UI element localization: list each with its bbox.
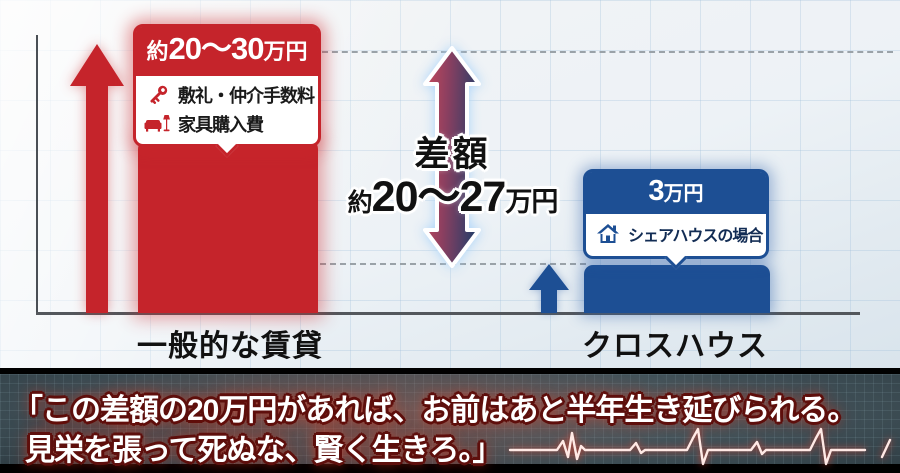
- caption-text-line1: 「この差額の20万円があれば、お前はあと半年生き延びられる。: [13, 394, 857, 427]
- caption-text-line2: 見栄を張って死ぬな、賢く生きろ。」: [25, 434, 502, 467]
- cost-number: 3: [648, 175, 664, 207]
- house-icon: [594, 223, 621, 245]
- difference-value: 約20〜27万円: [330, 174, 575, 230]
- cost-item-label: シェアハウスの場合: [628, 228, 763, 245]
- caption-banner: 「この差額の20万円があれば、お前はあと半年生き延びられる。 見栄を張って死ぬな…: [0, 368, 900, 473]
- bar-general-rental: [138, 140, 318, 313]
- cross-house-cost-items: シェアハウスの場合: [586, 214, 766, 256]
- general-rental-callout: 約20〜30万円: [133, 24, 321, 158]
- dotted-guideline-high: [322, 51, 893, 53]
- cost-number: 20〜30: [168, 31, 265, 66]
- bar-cross-house: [584, 265, 770, 313]
- category-label-cross-house: クロスハウス: [582, 330, 768, 363]
- cost-item-row: 敷礼・仲介手数料: [144, 80, 315, 109]
- x-axis: [36, 312, 860, 315]
- key-icon: [144, 83, 171, 107]
- category-label-general-rental: 一般的な賃貸: [137, 330, 323, 363]
- difference-title: 差額: [414, 135, 491, 174]
- cost-item-label: 敷礼・仲介手数料: [178, 85, 315, 106]
- cost-comparison-chart: 差額 約20〜27万円 約20〜30万円: [0, 0, 900, 369]
- general-rental-cost-items: 敷礼・仲介手数料: [136, 76, 318, 144]
- cross-house-cost-value: 3万円: [586, 172, 766, 214]
- difference-annotation: 差額 約20〜27万円: [330, 136, 575, 230]
- difference-double-arrow-icon: [423, 46, 481, 268]
- cost-item-row: 家具購入費: [144, 109, 310, 138]
- cost-item-label: 家具購入費: [178, 114, 264, 135]
- general-rental-cost-value: 約20〜30万円: [136, 27, 318, 76]
- sofa-lamp-icon: [144, 113, 171, 134]
- difference-value-number: 20〜27: [371, 173, 507, 221]
- difference-value-prefix: 約: [347, 189, 373, 217]
- blue-up-arrow-icon: [529, 264, 569, 313]
- cross-house-callout: 3万円 シェアハウスの場合: [583, 169, 769, 270]
- caption-background: 「この差額の20万円があれば、お前はあと半年生き延びられる。 見栄を張って死ぬな…: [0, 374, 900, 467]
- cost-unit: 万円: [663, 183, 704, 205]
- heartbeat-ecg-icon: [508, 427, 892, 466]
- y-axis: [36, 35, 38, 314]
- cost-prefix: 約: [146, 39, 169, 64]
- cost-item-row: シェアハウスの場合: [594, 218, 763, 250]
- cost-unit: 万円: [263, 39, 308, 64]
- difference-value-unit: 万円: [505, 187, 558, 217]
- red-up-arrow-icon: [70, 44, 124, 313]
